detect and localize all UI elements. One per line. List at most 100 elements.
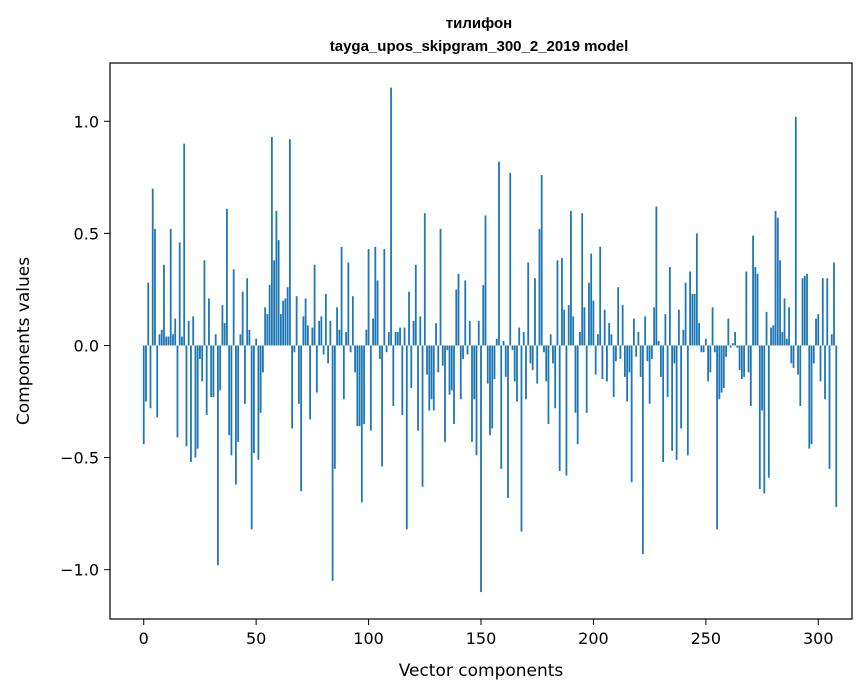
bar-254 [713, 345, 716, 353]
bar-272 [754, 267, 757, 346]
bar-127 [428, 345, 431, 411]
bar-60 [277, 240, 280, 346]
bar-179 [545, 345, 548, 382]
bar-128 [430, 345, 433, 400]
bar-191 [572, 316, 575, 346]
bar-166 [516, 345, 518, 402]
bar-220 [637, 332, 640, 346]
chart-title: тилифон [446, 15, 512, 32]
bar-263 [734, 332, 736, 346]
bar-133 [441, 345, 444, 366]
bar-280 [772, 325, 775, 346]
x-tick-label-0: 0 [139, 629, 149, 648]
bar-156 [493, 345, 496, 380]
bar-271 [752, 235, 754, 346]
bar-145 [468, 320, 471, 346]
bar-285 [783, 298, 786, 346]
bar-270 [749, 345, 752, 407]
bar-series [142, 87, 838, 593]
bar-189 [567, 305, 570, 346]
x-tick-label-3: 150 [466, 629, 497, 648]
bar-119 [410, 345, 413, 389]
bar-33 [217, 345, 219, 566]
bar-249 [702, 345, 705, 353]
bar-201 [594, 345, 597, 375]
bar-75 [311, 327, 314, 346]
bar-211 [617, 287, 620, 346]
bar-193 [576, 345, 579, 445]
bar-63 [284, 298, 287, 346]
bar-174 [534, 278, 536, 346]
bar-152 [484, 215, 487, 346]
bar-288 [790, 345, 793, 364]
bar-299 [815, 318, 817, 346]
bar-36 [223, 323, 226, 346]
bar-136 [448, 345, 451, 395]
bar-276 [763, 345, 766, 494]
bar-82 [327, 345, 329, 364]
bar-84 [331, 345, 334, 581]
bar-281 [774, 210, 777, 346]
bar-140 [457, 273, 460, 346]
bar-77 [315, 345, 318, 393]
bar-187 [563, 309, 566, 346]
bar-116 [403, 327, 406, 346]
bar-225 [648, 345, 651, 404]
bar-264 [736, 345, 739, 348]
bar-117 [405, 345, 408, 530]
bar-42 [237, 345, 240, 442]
bar-182 [552, 345, 554, 364]
bar-14 [174, 318, 177, 346]
bar-209 [612, 345, 615, 398]
bar-17 [181, 336, 183, 346]
bar-153 [486, 345, 489, 384]
bar-192 [574, 345, 577, 413]
bar-155 [491, 345, 494, 429]
y-tick-label-2: 0.0 [74, 336, 99, 355]
bar-104 [376, 280, 379, 346]
bar-258 [722, 345, 725, 389]
bar-52 [259, 345, 262, 413]
bar-291 [797, 345, 799, 375]
bar-47 [248, 329, 251, 346]
bar-202 [597, 334, 599, 346]
bar-0 [142, 345, 145, 445]
bar-237 [675, 345, 678, 460]
bar-70 [300, 345, 303, 492]
bar-10 [165, 336, 168, 346]
bar-85 [333, 345, 336, 469]
bar-48 [250, 345, 253, 530]
bar-61 [279, 314, 282, 346]
bar-290 [794, 116, 797, 346]
bar-86 [336, 307, 338, 346]
bar-83 [329, 320, 332, 346]
bar-242 [686, 345, 689, 456]
bar-246 [695, 233, 698, 346]
bar-148 [475, 345, 478, 456]
bar-29 [208, 298, 210, 346]
bar-172 [529, 345, 532, 364]
bar-121 [414, 264, 417, 346]
bar-219 [635, 345, 638, 357]
bar-113 [396, 332, 399, 346]
bar-233 [666, 345, 669, 398]
bar-1 [145, 345, 147, 402]
bar-215 [626, 345, 629, 402]
bar-103 [374, 246, 377, 346]
bar-199 [590, 253, 593, 346]
bar-243 [689, 271, 692, 346]
bar-180 [547, 345, 550, 424]
bar-300 [817, 314, 820, 346]
y-axis: −1.0 −0.5 0.0 0.5 1.0 [60, 112, 110, 580]
bar-28 [205, 345, 208, 415]
bar-214 [624, 345, 626, 377]
bar-213 [621, 305, 624, 346]
bar-259 [725, 345, 727, 357]
bar-45 [244, 345, 246, 404]
bar-24 [196, 345, 199, 449]
bar-303 [824, 345, 826, 400]
bar-98 [363, 345, 365, 424]
bar-296 [808, 345, 811, 449]
bar-231 [662, 345, 665, 463]
bar-2 [147, 282, 150, 346]
